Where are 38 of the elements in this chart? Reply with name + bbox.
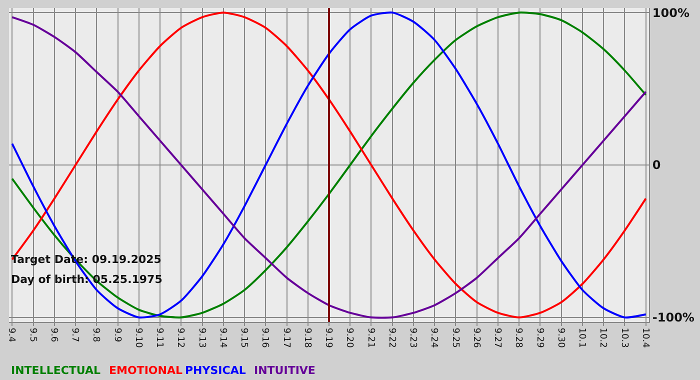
text: PHYSICAL <box>185 364 246 377</box>
x-tick-label: 9.24 <box>428 328 439 348</box>
x-tick-label: 9.20 <box>344 328 354 348</box>
x-tick-label: 9.27 <box>492 328 502 348</box>
text: EMOTIONAL <box>109 364 182 377</box>
x-tick-label: 9.21 <box>365 328 376 348</box>
x-tick-label: 9.25 <box>450 328 460 348</box>
x-tick-label: 9.15 <box>238 328 249 348</box>
x-tick-label: 9.10 <box>132 328 143 348</box>
x-tick-label: 9.18 <box>302 328 312 348</box>
x-tick-label: 10.2 <box>598 328 608 348</box>
x-tick-label: 9.16 <box>260 328 270 348</box>
x-tick-label: 9.6 <box>48 328 58 342</box>
x-tick-label: 9.30 <box>555 328 566 348</box>
x-tick-label: 10.3 <box>618 328 629 348</box>
x-tick-label: 9.22 <box>386 328 396 348</box>
x-tick-label: 10.1 <box>576 328 587 348</box>
text: INTUITIVE <box>254 364 316 377</box>
x-tick-label: 9.7 <box>70 328 80 342</box>
x-tick-label: 9.11 <box>154 328 164 348</box>
x-tick-label: 9.4 <box>6 328 16 342</box>
x-tick-label: 9.19 <box>323 328 334 348</box>
x-tick-label: 10.4 <box>640 328 650 348</box>
x-tick-label: 9.5 <box>27 328 38 342</box>
x-tick-label: 9.8 <box>90 328 101 342</box>
x-tick-label: 9.29 <box>534 328 544 348</box>
x-tick-label: 9.13 <box>196 328 206 348</box>
y-tick-label: 0 <box>652 158 661 172</box>
x-tick-label: 9.17 <box>280 328 291 348</box>
x-tick-label: 9.14 <box>217 328 228 348</box>
x-tick-label: 9.23 <box>408 328 418 348</box>
x-tick-label: 9.12 <box>175 328 186 348</box>
x-tick-label: 9.26 <box>470 328 481 348</box>
x-tick-label: 9.9 <box>112 328 122 342</box>
text: INTELLECTUAL <box>11 364 101 377</box>
y-tick-label: -100% <box>652 310 694 325</box>
x-tick-label: 9.28 <box>513 328 524 348</box>
y-tick-label: 100% <box>652 6 690 20</box>
